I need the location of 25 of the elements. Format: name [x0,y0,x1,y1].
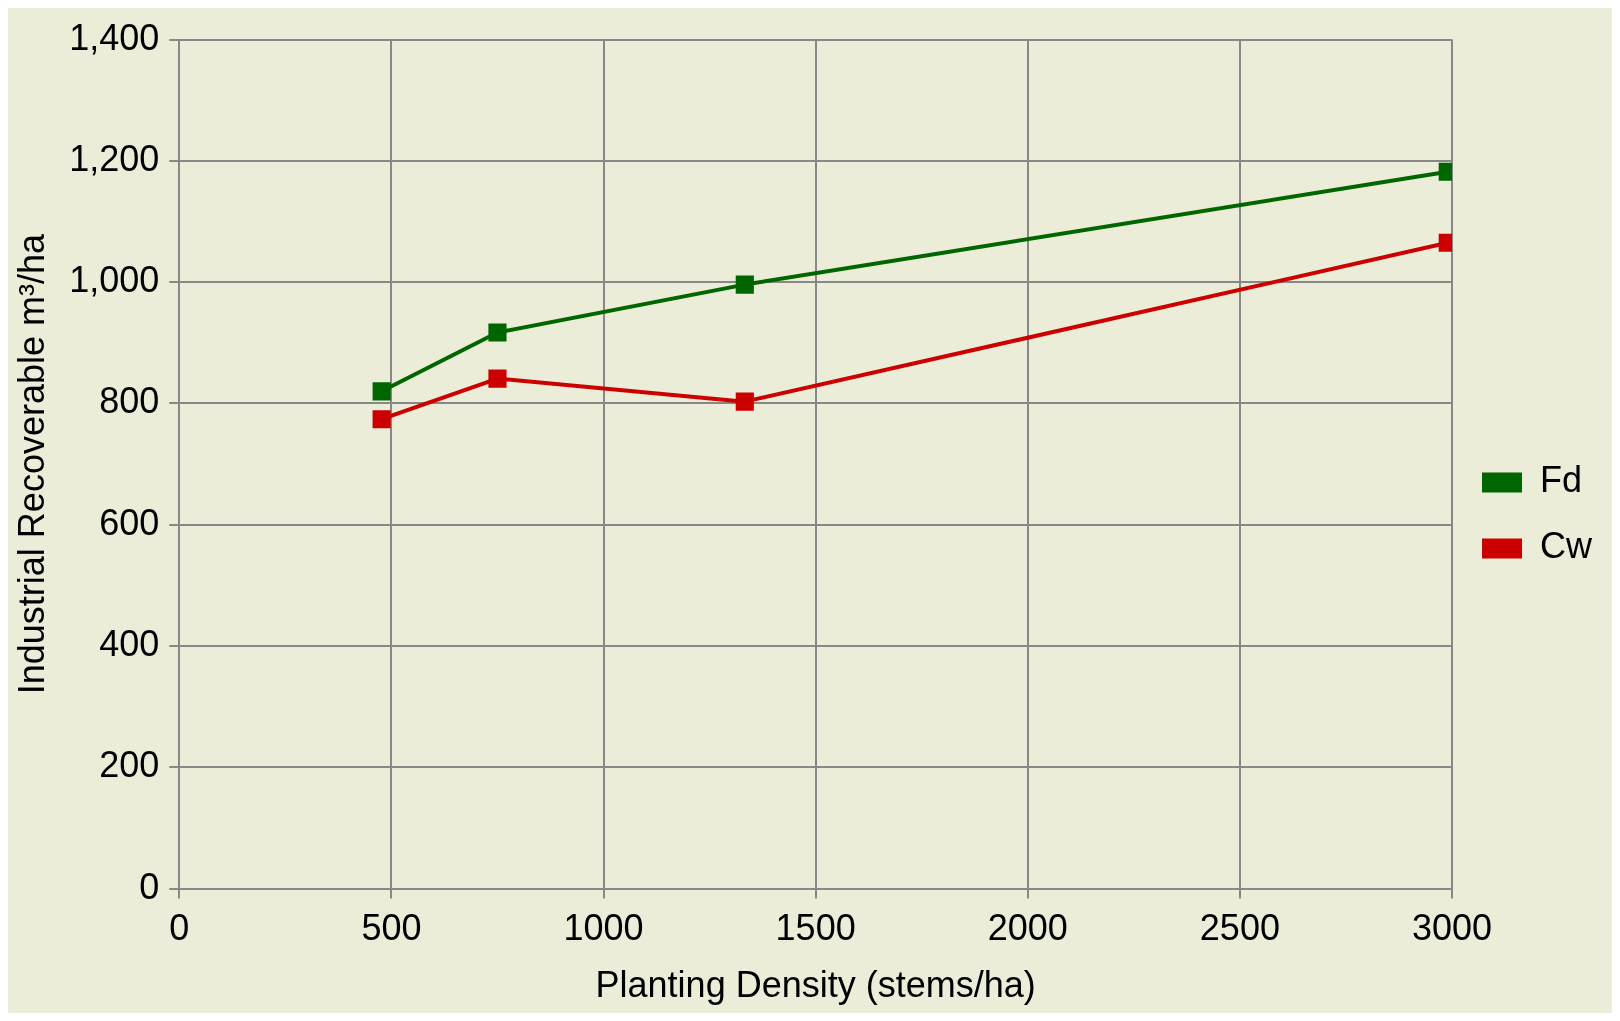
y-tick-label: 0 [139,865,160,907]
point [735,275,754,294]
y-tick-label: 1,400 [69,16,160,58]
x-tick-label: 1500 [775,907,856,949]
point [372,382,391,401]
x-tick-label: 1000 [563,907,644,949]
legend-label: Fd [1540,459,1583,501]
y-axis-title: Industrial Recoverable m³/ha [10,233,52,695]
x-tick-label: 500 [361,907,422,949]
point [735,392,754,411]
y-tick-label: 800 [99,380,160,422]
x-tick-label: 3000 [1411,907,1493,949]
x-tick-label: 0 [169,907,190,949]
y-tick-label: 1,200 [69,137,160,179]
x-axis-title: Planting Density (stems/ha) [595,964,1036,1006]
y-tick-label: 200 [99,744,160,786]
y-tick-label: 1,000 [69,259,160,301]
x-tick-label: 2000 [987,907,1068,949]
point [488,323,507,342]
legend-label: Cw [1540,525,1593,567]
point [488,369,507,388]
point [372,410,391,429]
x-tick-label: 2500 [1199,907,1280,949]
y-tick-label: 400 [99,622,160,664]
y-tick-label: 600 [99,501,160,543]
